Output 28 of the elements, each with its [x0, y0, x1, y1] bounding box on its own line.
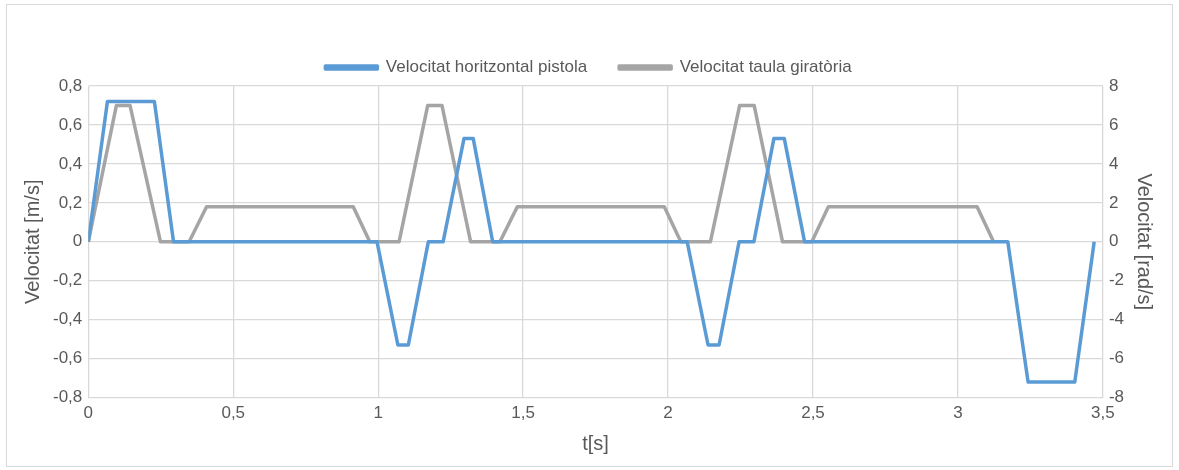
- y2-axis-title: Velocitat [rad/s]: [1134, 173, 1157, 311]
- y2-tick-label: 8: [1108, 75, 1119, 95]
- x-tick-label: 0,5: [221, 403, 246, 423]
- y-tick-label: -0,4: [53, 309, 83, 329]
- legend-label: Velocitat taula giratòria: [679, 57, 853, 77]
- x-tick-label: 3: [953, 403, 963, 423]
- y2-tick-label: -6: [1108, 348, 1125, 368]
- y-tick-label: 0,8: [58, 75, 83, 95]
- y-tick-label: 0: [72, 231, 83, 251]
- y-tick-label: 0,2: [58, 192, 83, 212]
- x-tick-label: 2,5: [801, 403, 825, 423]
- y2-tick-label: 4: [1108, 153, 1119, 173]
- y-axis-title: Velocitat [m/s]: [20, 179, 43, 305]
- y2-tick-label: -2: [1108, 270, 1125, 290]
- y-tick-label: -0,2: [53, 270, 83, 290]
- x-tick-label: 1,5: [511, 403, 535, 423]
- y2-tick-label: 6: [1108, 114, 1119, 134]
- y-tick-label: 0,4: [58, 153, 83, 173]
- y2-tick-label: -4: [1108, 309, 1125, 329]
- y-tick-label: -0,8: [53, 387, 83, 407]
- y-tick-label: 0,6: [58, 114, 83, 134]
- y2-tick-label: 0: [1108, 231, 1119, 251]
- legend-label: Velocitat horitzontal pistola: [385, 57, 588, 77]
- y2-tick-label: 2: [1108, 192, 1119, 212]
- x-tick-label: 2: [663, 403, 673, 423]
- x-tick-label: 1: [373, 403, 383, 423]
- y-tick-label: -0,6: [53, 348, 83, 368]
- x-axis-title: t[s]: [582, 431, 609, 454]
